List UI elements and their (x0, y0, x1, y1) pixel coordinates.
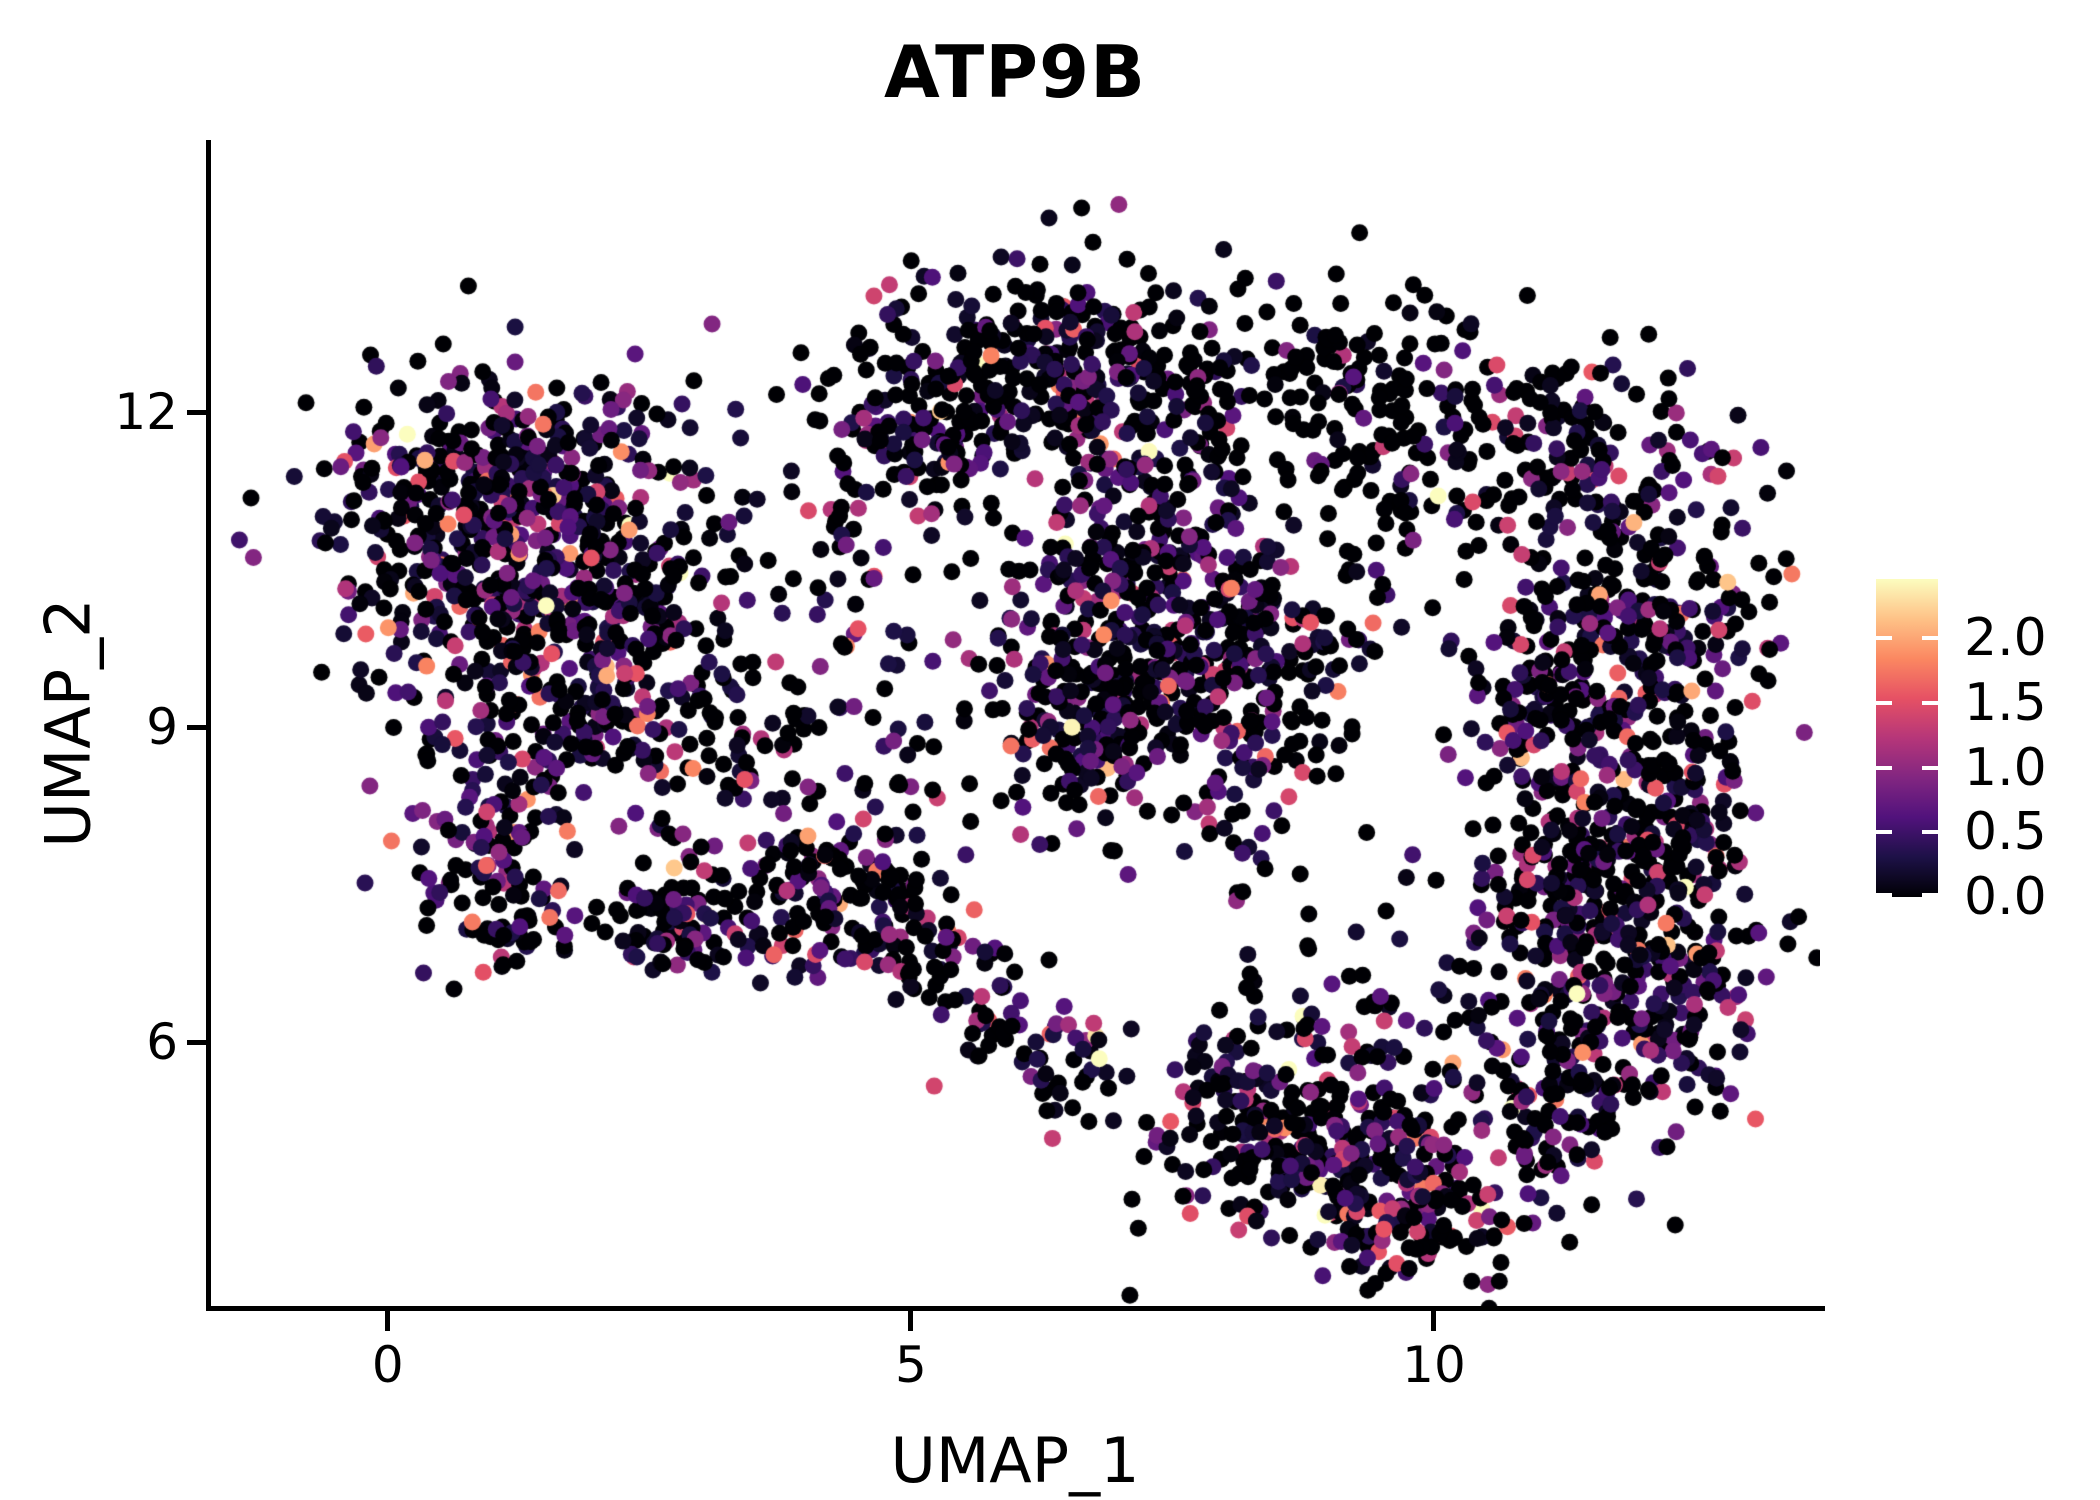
colorbar-tick (1876, 701, 1892, 706)
plot-panel (210, 140, 1820, 1306)
y-tick-mark (187, 1039, 207, 1045)
colorbar-label: 2.0 (1964, 608, 2047, 669)
scatter-points-canvas (210, 140, 1820, 1306)
colorbar-label: 1.5 (1964, 673, 2047, 734)
x-tick-mark (1431, 1311, 1437, 1331)
colorbar-tick (1876, 830, 1892, 835)
y-axis-line (206, 140, 211, 1311)
colorbar-tick (1922, 701, 1938, 706)
y-tick-label: 6 (146, 1013, 178, 1072)
colorbar-tick (1922, 636, 1938, 641)
colorbar-tick (1922, 765, 1938, 770)
x-tick-label: 0 (371, 1336, 404, 1394)
plot-title: ATP9B (884, 30, 1146, 114)
y-axis-title: UMAP_2 (31, 598, 105, 848)
x-tick-mark (385, 1311, 391, 1331)
colorbar-tick (1876, 765, 1892, 770)
y-tick-mark (187, 409, 207, 415)
colorbar-label: 0.0 (1964, 867, 2047, 927)
x-axis-title: UMAP_1 (890, 1424, 1140, 1497)
x-tick-mark (908, 1311, 914, 1331)
colorbar-tick (1922, 893, 1938, 897)
colorbar-tick (1876, 636, 1892, 641)
colorbar-label: 0.5 (1964, 802, 2047, 863)
colorbar-label: 1.0 (1964, 737, 2047, 798)
y-tick-mark (187, 724, 207, 730)
colorbar-tick (1922, 830, 1938, 835)
x-tick-label: 10 (1402, 1336, 1466, 1394)
y-tick-label: 9 (146, 698, 178, 757)
y-tick-label: 12 (114, 383, 178, 442)
colorbar-tick (1876, 893, 1892, 897)
x-tick-label: 5 (895, 1336, 927, 1394)
x-axis-line (206, 1306, 1825, 1311)
colorbar-gradient (1876, 579, 1938, 897)
